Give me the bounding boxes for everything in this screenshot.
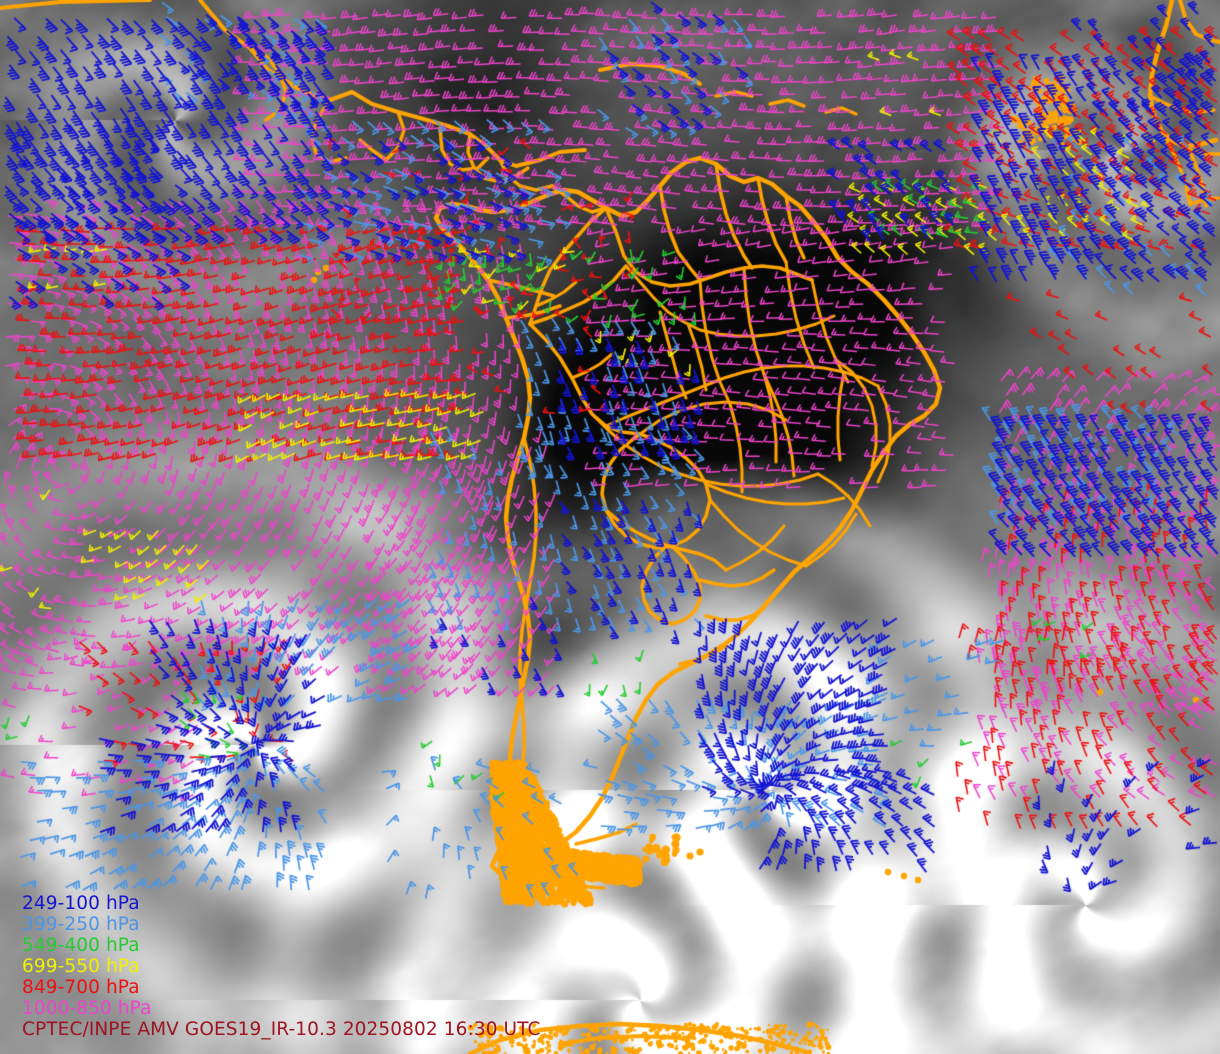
- legend-item-249-100: 249-100 hPa: [22, 893, 140, 914]
- legend-item-549-400: 549-400 hPa: [22, 935, 140, 956]
- legend-item-699-550: 699-550 hPa: [22, 956, 140, 977]
- legend-item-849-700: 849-700 hPa: [22, 977, 140, 998]
- pressure-level-legend: 249-100 hPa 399-250 hPa 549-400 hPa 699-…: [22, 893, 152, 1019]
- legend-item-399-250: 399-250 hPa: [22, 914, 140, 935]
- product-caption: CPTEC/INPE AMV GOES19_IR-10.3 20250802 1…: [22, 1019, 541, 1040]
- legend-item-1000-850: 1000-850 hPa: [22, 998, 152, 1019]
